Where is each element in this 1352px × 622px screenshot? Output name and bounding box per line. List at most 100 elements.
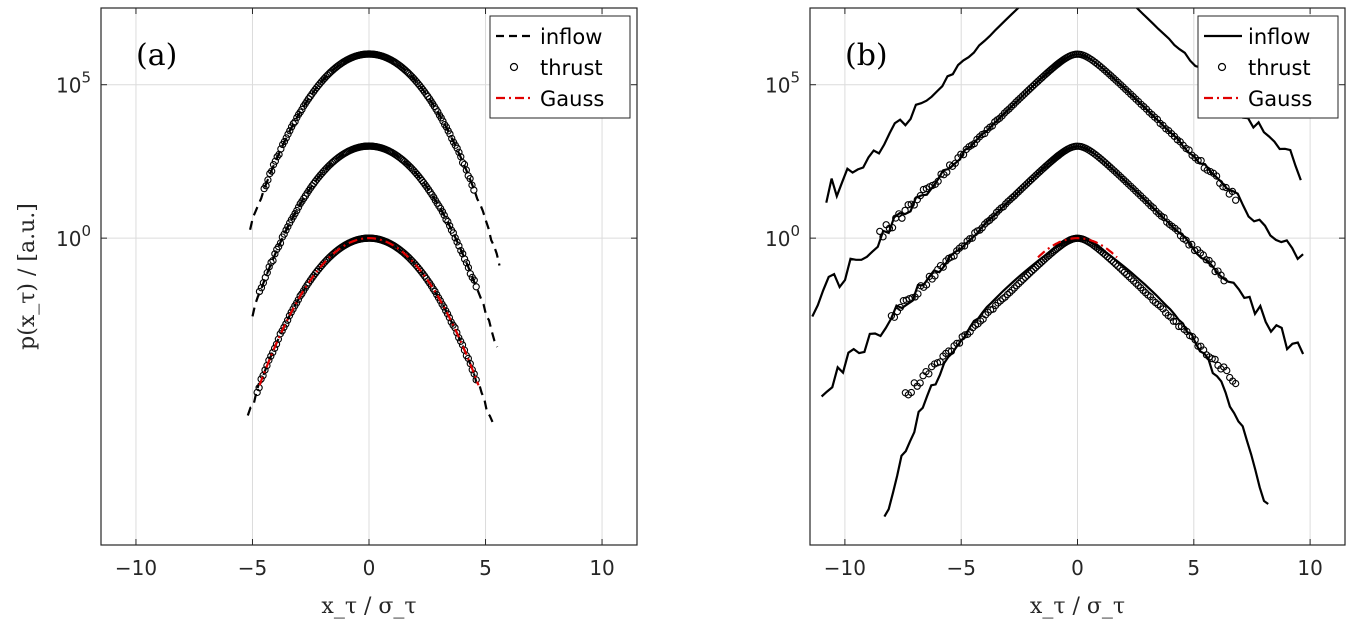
data-point-thrust — [1194, 156, 1202, 165]
data-point-thrust — [1002, 200, 1010, 208]
data-point-thrust — [269, 161, 278, 169]
data-point-thrust — [273, 153, 281, 161]
data-point-thrust — [1106, 163, 1114, 171]
data-point-thrust — [1025, 269, 1034, 277]
data-point-thrust — [419, 270, 427, 278]
data-point-thrust — [444, 217, 452, 226]
data-point-thrust — [944, 347, 953, 355]
data-point-thrust — [996, 297, 1005, 305]
data-point-thrust — [458, 159, 467, 167]
data-point-thrust — [264, 176, 272, 184]
data-point-thrust — [439, 117, 447, 125]
data-point-thrust — [898, 214, 906, 222]
data-point-thrust — [976, 226, 984, 234]
x-tick-label: −10 — [824, 556, 866, 580]
data-point-thrust — [919, 185, 928, 194]
data-point-thrust — [1009, 100, 1018, 109]
data-point-thrust — [1129, 185, 1137, 193]
data-point-thrust — [291, 118, 299, 126]
data-point-thrust — [277, 145, 285, 153]
data-point-thrust — [1020, 90, 1029, 98]
y-tick-exponent: 0 — [81, 222, 91, 240]
data-point-thrust — [1028, 267, 1036, 275]
data-point-thrust — [1012, 282, 1021, 290]
y-tick-exponent: 5 — [790, 69, 800, 87]
data-point-thrust — [995, 206, 1003, 214]
data-point-thrust — [1123, 270, 1131, 279]
data-point-thrust — [1185, 146, 1193, 154]
data-point-thrust — [1019, 184, 1027, 192]
data-point-thrust — [943, 168, 951, 176]
data-point-thrust — [1107, 72, 1115, 80]
data-point-thrust — [1014, 96, 1022, 104]
y-tick-label: 100 — [765, 222, 800, 251]
data-point-thrust — [876, 227, 884, 236]
data-point-thrust — [1105, 70, 1113, 78]
data-point-thrust — [446, 130, 454, 138]
legend-marker — [1217, 62, 1227, 72]
data-point-thrust — [466, 270, 475, 278]
data-point-thrust — [1105, 254, 1114, 263]
data-point-thrust — [1117, 81, 1125, 89]
data-point-thrust — [925, 370, 933, 378]
data-point-thrust — [268, 167, 276, 175]
data-point-thrust — [1219, 183, 1227, 191]
data-point-thrust — [282, 134, 290, 142]
y-tick-label: 100 — [56, 222, 91, 251]
data-point-thrust — [958, 242, 966, 250]
data-point-thrust — [951, 159, 959, 167]
data-point-thrust — [1103, 161, 1112, 169]
legend-label: Gauss — [1248, 87, 1312, 111]
data-point-thrust — [1112, 76, 1120, 84]
data-point-thrust — [1095, 62, 1104, 70]
legend: inflow thrust Gauss — [489, 15, 631, 119]
data-point-thrust — [1222, 183, 1230, 192]
data-point-thrust — [271, 157, 280, 165]
legend-marker — [509, 62, 519, 72]
data-point-thrust — [296, 292, 304, 300]
data-point-thrust — [462, 259, 471, 267]
data-point-thrust — [1018, 92, 1027, 100]
data-point-thrust — [470, 186, 478, 194]
data-point-thrust — [455, 242, 463, 250]
data-point-thrust — [1223, 366, 1231, 375]
data-point-thrust — [1097, 155, 1105, 163]
data-point-thrust — [1119, 175, 1128, 184]
data-point-thrust — [1019, 275, 1027, 283]
data-point-thrust — [293, 206, 301, 215]
series-line-inflow — [883, 237, 1269, 518]
data-point-thrust — [449, 229, 457, 237]
data-point-thrust — [1103, 252, 1111, 261]
y-tick-exponent: 0 — [790, 222, 800, 240]
data-point-thrust — [1102, 68, 1111, 76]
data-point-thrust — [1024, 86, 1033, 94]
data-point-thrust — [1014, 188, 1023, 196]
panel-label: (a) — [136, 38, 177, 73]
data-point-thrust — [1012, 98, 1020, 106]
x-tick-label: −5 — [238, 556, 267, 580]
data-point-thrust — [1114, 262, 1122, 270]
data-point-thrust — [1010, 284, 1019, 292]
data-point-thrust — [1098, 64, 1106, 72]
data-point-thrust — [1191, 336, 1199, 344]
data-point-thrust — [992, 208, 1001, 217]
data-point-thrust — [939, 263, 947, 271]
y-tick-base: 10 — [765, 227, 790, 251]
data-point-thrust — [1127, 182, 1135, 190]
data-point-thrust — [1022, 88, 1031, 96]
data-point-thrust — [446, 222, 454, 230]
data-point-thrust — [284, 223, 292, 231]
data-point-thrust — [1012, 190, 1021, 198]
y-tick-label: 105 — [56, 69, 91, 98]
data-point-thrust — [879, 233, 887, 241]
data-point-thrust — [1101, 251, 1109, 259]
data-point-thrust — [955, 339, 964, 347]
data-point-thrust — [1208, 260, 1216, 268]
data-point-thrust — [266, 169, 274, 178]
legend: inflow thrust Gauss — [1197, 15, 1339, 119]
data-point-thrust — [282, 320, 290, 328]
data-point-thrust — [1118, 266, 1126, 274]
data-point-thrust — [274, 243, 283, 251]
x-tick-label: 10 — [589, 556, 614, 580]
